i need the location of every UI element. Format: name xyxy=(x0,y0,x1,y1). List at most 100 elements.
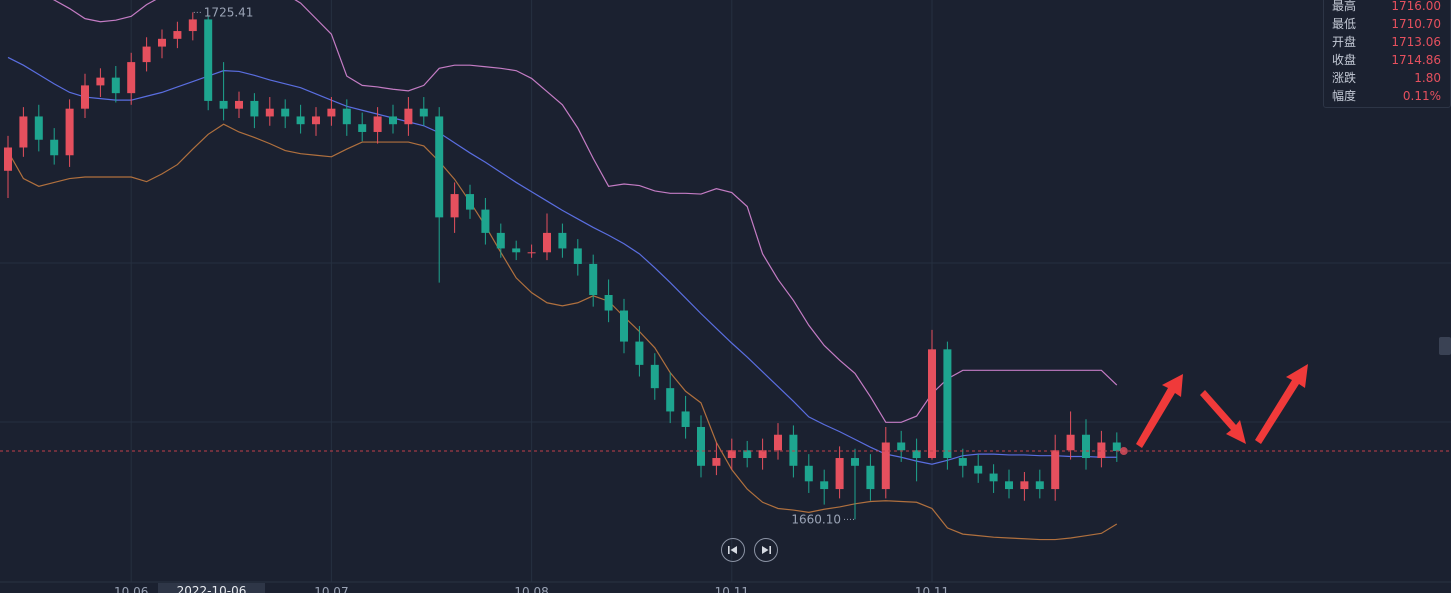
candle-body xyxy=(1112,442,1121,452)
candle-body xyxy=(1066,434,1075,451)
candle-body xyxy=(1082,434,1090,459)
candle-body xyxy=(188,19,197,32)
alert-icon[interactable] xyxy=(1439,337,1451,355)
candle-body xyxy=(142,46,151,63)
info-value: 1716.00 xyxy=(1391,0,1441,13)
candle-body xyxy=(1035,481,1044,490)
candle-body xyxy=(974,465,983,474)
info-label: 最高 xyxy=(1332,0,1357,13)
crosshair-label: 2022-10-06 19:00 xyxy=(158,583,265,593)
candle-body xyxy=(681,411,690,427)
info-row: 收盘 1714.86 xyxy=(1324,51,1450,69)
candle-body xyxy=(527,252,536,254)
candle-body xyxy=(1005,481,1013,490)
candle-body xyxy=(835,458,844,490)
candle-body xyxy=(851,458,859,466)
candle-body xyxy=(589,263,598,295)
info-panel: 最高 1716.00 最低 1710.70 开盘 1713.06 收盘 1714.86 涨跌 1.… xyxy=(1323,0,1451,108)
info-value: 1713.06 xyxy=(1391,35,1441,49)
candle-body xyxy=(296,116,305,125)
info-label: 收盘 xyxy=(1332,53,1357,67)
candle-body xyxy=(389,116,397,125)
candle-body xyxy=(543,232,551,253)
candle-body xyxy=(743,450,752,459)
next-icon xyxy=(762,546,771,554)
candle-body xyxy=(96,77,105,86)
info-value: 0.11% xyxy=(1402,89,1441,103)
candle-body xyxy=(34,116,43,140)
candle-body xyxy=(912,450,921,459)
high-label: 1725.41 xyxy=(204,5,254,19)
candle-body xyxy=(466,194,474,210)
candle-body xyxy=(958,458,967,466)
candle-body xyxy=(358,124,367,132)
candle-body xyxy=(1020,481,1029,490)
next-button[interactable] xyxy=(754,538,778,562)
x-tick-label: 10.06 xyxy=(114,585,148,593)
info-value: 1714.86 xyxy=(1391,53,1441,67)
x-tick-label: 10.11 xyxy=(915,585,949,593)
candle-body xyxy=(404,108,413,125)
last-price-dot xyxy=(1119,447,1128,456)
x-tick-label: 10.07 xyxy=(314,585,348,593)
candle-body xyxy=(881,442,890,490)
candle-body xyxy=(604,295,613,311)
candle-body xyxy=(804,465,813,482)
candle-body xyxy=(342,108,351,125)
info-row: 涨跌 1.80 xyxy=(1324,69,1450,87)
candle-body xyxy=(989,473,998,482)
candle-body xyxy=(50,139,59,156)
candle-body xyxy=(928,349,936,459)
candle-body xyxy=(219,100,228,109)
candle-body xyxy=(774,434,782,451)
candle-body xyxy=(450,194,459,218)
arrow-up xyxy=(1136,374,1183,448)
candle-body xyxy=(1051,450,1060,490)
low-label: 1660.10 xyxy=(791,512,841,526)
info-row: 最低 1710.70 xyxy=(1324,15,1450,33)
info-row: 最高 1716.00 xyxy=(1324,0,1450,15)
info-row: 幅度 0.11% xyxy=(1324,87,1450,105)
candle-body xyxy=(19,116,28,148)
candle-body xyxy=(758,450,767,459)
candle-body xyxy=(666,388,675,412)
candle-body xyxy=(265,108,274,117)
candle-body xyxy=(620,310,628,342)
candle-body xyxy=(173,31,182,39)
candle-body xyxy=(250,100,259,117)
candle-body xyxy=(496,232,505,249)
info-label: 幅度 xyxy=(1332,89,1357,103)
info-value: 1710.70 xyxy=(1391,17,1441,31)
candle-body xyxy=(897,442,906,451)
candle-body xyxy=(481,209,490,233)
candle-body xyxy=(650,364,659,389)
candle-body xyxy=(558,232,567,249)
candle-body xyxy=(635,341,644,365)
prev-icon xyxy=(728,546,737,554)
info-label: 最低 xyxy=(1332,17,1357,31)
candle-body xyxy=(65,108,74,156)
info-label: 开盘 xyxy=(1332,35,1357,49)
candle-body xyxy=(697,426,705,466)
prev-button[interactable] xyxy=(721,538,745,562)
candle-body xyxy=(1097,442,1106,459)
band-lower xyxy=(7,123,1118,541)
candle-body xyxy=(419,108,428,117)
annotation-arrows xyxy=(1136,364,1308,448)
candle-body xyxy=(235,100,243,109)
x-tick-label: 10.11 xyxy=(715,585,749,593)
candle-body xyxy=(373,116,382,132)
candle-body xyxy=(943,349,952,459)
info-label: 涨跌 xyxy=(1332,71,1357,85)
candle-body xyxy=(727,450,736,459)
info-value: 1.80 xyxy=(1414,71,1441,85)
candle-body xyxy=(312,116,320,125)
candle-body xyxy=(204,19,213,101)
candle-body xyxy=(158,38,166,47)
candle-body xyxy=(327,108,336,117)
candle-body xyxy=(820,481,829,490)
candle-body xyxy=(127,62,136,94)
candle-body xyxy=(512,248,521,253)
